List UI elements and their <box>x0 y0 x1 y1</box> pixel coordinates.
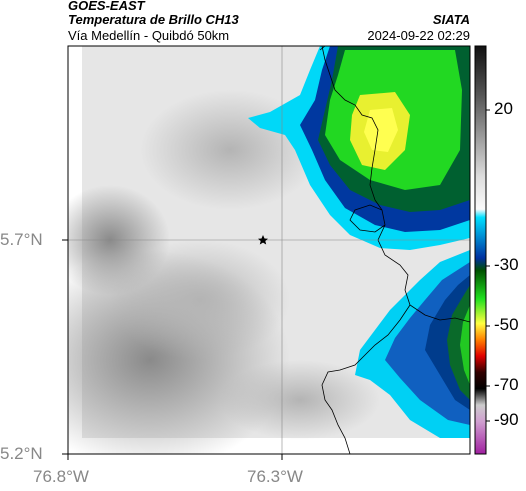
colorbar <box>475 46 486 454</box>
band-title: Temperatura de Brillo CH13 <box>68 12 239 27</box>
colorbar-tick-label: -90 <box>494 410 519 429</box>
colorbar-tick-label: 20 <box>494 99 513 118</box>
org-label: SIATA <box>432 12 470 27</box>
region-subtitle: Vía Medellín - Quibdó 50km <box>68 28 230 43</box>
colorbar-tick-label: -50 <box>494 315 519 334</box>
datetime-label: 2024-09-22 02:29 <box>367 28 470 43</box>
lat-tick-label: 5.2°N <box>0 444 43 463</box>
colorbar-tick-label: -30 <box>494 255 519 274</box>
colorbar-tick-label: -70 <box>494 375 519 394</box>
lat-tick-label: 5.7°N <box>0 230 43 249</box>
lon-tick-label: 76.3°W <box>247 467 303 486</box>
star-marker <box>258 235 268 245</box>
map-frame <box>67 45 471 455</box>
lon-tick-label: 76.8°W <box>33 467 89 486</box>
product-title: GOES-EAST <box>68 0 145 13</box>
map-image <box>68 46 470 454</box>
